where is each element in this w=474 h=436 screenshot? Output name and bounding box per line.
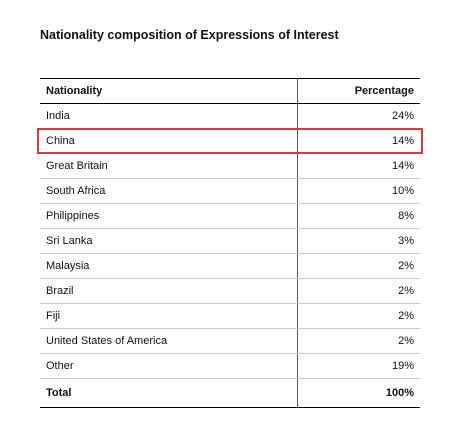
table-cell: 14% — [297, 153, 420, 179]
table-row: Other 19% — [40, 353, 420, 379]
title: Nationality composition of Expressions o… — [40, 28, 339, 42]
table-cell: Other — [40, 353, 298, 379]
table-cell: 2% — [297, 328, 420, 354]
table-cell: Sri Lanka — [40, 228, 298, 254]
table-cell: Great Britain — [40, 153, 298, 179]
table-cell: 24% — [297, 103, 420, 129]
table: Nationality Percentage India 24% China 14% G… — [40, 78, 420, 408]
table-body: Nationality Percentage India 24% China 14% G… — [40, 78, 420, 408]
table-cell: 100% — [297, 378, 420, 408]
header-cell: Percentage — [297, 78, 420, 104]
table-row: India 24% — [40, 103, 420, 129]
table-cell: Malaysia — [40, 253, 298, 279]
table-cell: India — [40, 103, 298, 129]
table-cell: Brazil — [40, 278, 298, 304]
table-cell: 8% — [297, 203, 420, 229]
table-row: Sri Lanka 3% — [40, 228, 420, 254]
table-row: Malaysia 2% — [40, 253, 420, 279]
table-row: Fiji 2% — [40, 303, 420, 329]
table-row: Total 100% — [40, 378, 420, 408]
table-cell: 2% — [297, 253, 420, 279]
table-row: Philippines 8% — [40, 203, 420, 229]
table-cell: Philippines — [40, 203, 298, 229]
table-row: Great Britain 14% — [40, 153, 420, 179]
table-cell: 10% — [297, 178, 420, 204]
table-cell: 2% — [297, 303, 420, 329]
table-cell: United States of America — [40, 328, 298, 354]
table-row: United States of America 2% — [40, 328, 420, 354]
table-cell: South Africa — [40, 178, 298, 204]
header-row: Nationality Percentage — [40, 78, 420, 104]
table-cell: 14% — [297, 128, 420, 154]
table-cell: 3% — [297, 228, 420, 254]
highlight-box — [37, 128, 423, 154]
table-row: South Africa 10% — [40, 178, 420, 204]
table-cell: 19% — [297, 353, 420, 379]
table-cell: Total — [40, 378, 298, 408]
table-cell: 2% — [297, 278, 420, 304]
header-cell: Nationality — [40, 78, 298, 104]
table-cell: Fiji — [40, 303, 298, 329]
table-row: Brazil 2% — [40, 278, 420, 304]
